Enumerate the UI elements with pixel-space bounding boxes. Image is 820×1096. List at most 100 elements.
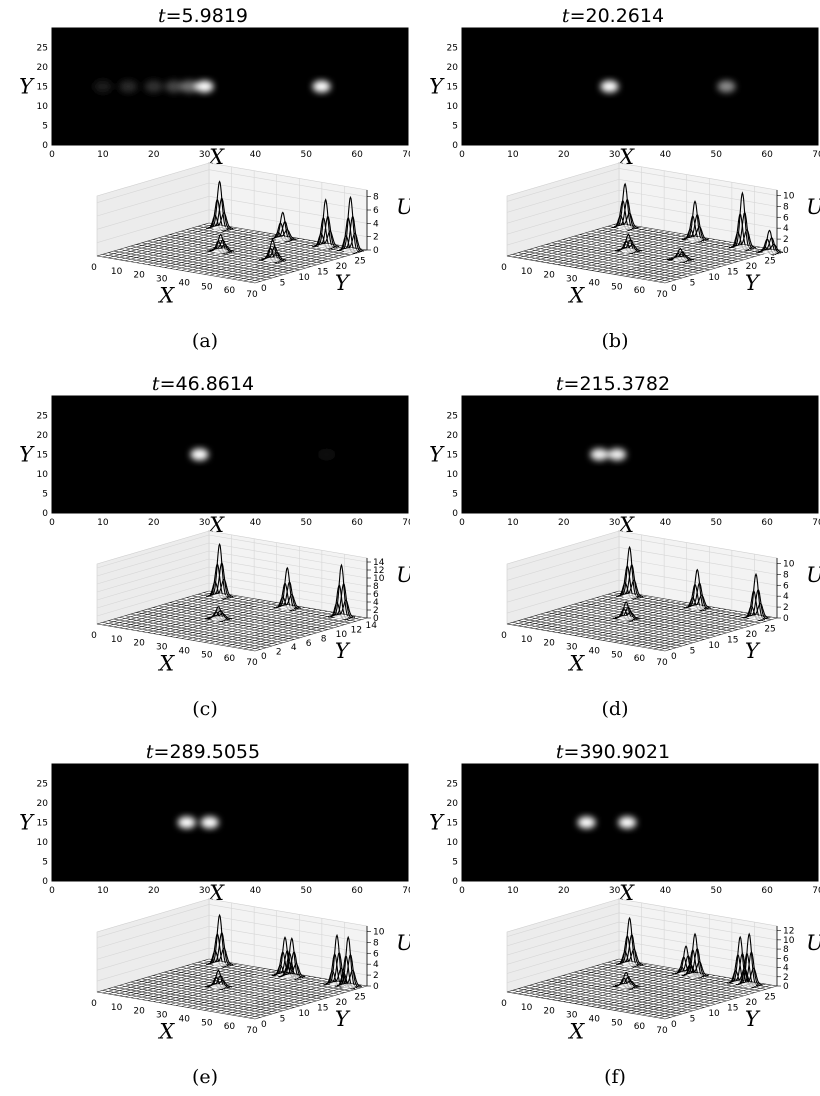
surface-y-tick-label: 12 — [351, 626, 362, 636]
surface-x-tick-label: 60 — [224, 1022, 236, 1032]
peak-base — [688, 236, 703, 242]
pane-gridline — [618, 179, 778, 207]
heatmap-background — [462, 28, 818, 145]
x-tick-label: 70 — [812, 886, 820, 896]
wire-line — [614, 609, 727, 643]
wire-line — [96, 958, 210, 993]
surface-peaks — [204, 542, 356, 623]
x-tick-label: 50 — [301, 886, 313, 896]
wire-line — [512, 223, 625, 258]
surface-z-tick-label: 10 — [373, 574, 385, 584]
surface-plot — [506, 530, 778, 652]
wire-line — [237, 982, 351, 1017]
surface-z-tick-label: 2 — [373, 971, 379, 981]
wire-line — [523, 225, 637, 260]
pane-gridline — [618, 200, 778, 229]
wire-line — [614, 977, 727, 1011]
surface-x-tick-label: 70 — [656, 1026, 668, 1036]
x-tick-label: 20 — [148, 518, 160, 528]
wire-line — [119, 226, 232, 261]
wire-line — [243, 615, 356, 650]
wire-line — [625, 610, 738, 645]
wire-line — [221, 979, 334, 1014]
peak-base — [280, 605, 295, 611]
x-tick-label: 10 — [97, 518, 109, 528]
wire-line — [254, 985, 368, 1020]
surface-y-tick-label: 20 — [746, 262, 758, 272]
wire-line — [175, 604, 289, 638]
pane-gridline — [96, 947, 210, 982]
heatmap-blob — [312, 80, 331, 93]
surface-z-tick-label: 6 — [373, 206, 379, 216]
surface-peaks — [204, 913, 362, 991]
wire-line — [529, 594, 642, 629]
surface-z-label: U — [806, 195, 820, 219]
surface-z-label: U — [806, 931, 820, 955]
surface-z-tick-label: 10 — [783, 936, 795, 946]
surface-y-tick-label: 10 — [708, 641, 720, 651]
title-value: 390.9021 — [579, 741, 670, 763]
surface-z-tick-label: 2 — [783, 235, 789, 245]
wire-line — [130, 596, 243, 631]
surface-x-tick-label: 0 — [501, 263, 507, 273]
surface-z-tick-label: 4 — [783, 592, 789, 602]
x-axis-label: X — [207, 513, 225, 537]
title-variable: t — [556, 741, 564, 763]
x-tick-label: 60 — [761, 886, 773, 896]
x-tick-label: 20 — [558, 150, 570, 160]
x-tick-label: 30 — [609, 518, 621, 528]
peak-base — [211, 616, 226, 622]
surface-x-tick-label: 70 — [656, 658, 668, 668]
x-tick-label: 50 — [711, 150, 723, 160]
panel-caption: (b) — [601, 330, 629, 352]
surface-wireframe — [96, 590, 368, 652]
peak-curve — [751, 602, 770, 619]
surface-x-tick-label: 20 — [543, 271, 555, 281]
pane-gridline — [96, 558, 210, 593]
wire-line — [125, 227, 238, 262]
x-axis-label: X — [207, 145, 225, 169]
peak-curve — [336, 599, 356, 618]
surface-y-tick-label: 0 — [671, 284, 677, 294]
surface-z-tick-label: 0 — [373, 614, 379, 624]
y-tick-label: 20 — [37, 431, 49, 441]
panel-caption: (f) — [604, 1066, 626, 1088]
panel-d-svg: t=215.37820102030405060700510152025XY010… — [429, 373, 820, 676]
wire-line — [591, 973, 704, 1007]
wire-line — [625, 978, 738, 1013]
wire-line — [209, 610, 322, 644]
surface-x-tick-label: 70 — [246, 290, 258, 300]
pane-gridline — [208, 550, 368, 579]
heatmap-blob — [577, 816, 596, 829]
surface-x-tick-label: 30 — [156, 643, 168, 653]
y-tick-label: 20 — [447, 431, 459, 441]
wire-line — [597, 974, 710, 1008]
peak-curve — [211, 975, 230, 989]
wire-line — [591, 605, 704, 639]
surface-z-tick-label: 0 — [783, 982, 789, 992]
surface-peaks — [612, 916, 763, 990]
wire-line — [580, 603, 693, 637]
wire-line — [512, 959, 625, 994]
panel-e-svg: t=289.50550102030405060700510152025XY010… — [19, 741, 410, 1044]
x-tick-label: 20 — [558, 518, 570, 528]
pane-gridline — [506, 949, 620, 984]
surface-x-tick-label: 50 — [201, 650, 213, 660]
y-tick-label: 25 — [447, 412, 458, 422]
panel-caption: (a) — [191, 330, 219, 352]
surface-z-tick-label: 6 — [783, 213, 789, 223]
surface-y-label: Y — [335, 271, 351, 295]
wire-line — [237, 246, 351, 281]
wire-line — [119, 962, 232, 997]
surface-z-tick-label: 8 — [373, 193, 379, 203]
wire-line — [518, 224, 631, 259]
peak-base — [762, 249, 777, 255]
surface-z-tick-label: 0 — [783, 614, 789, 624]
wire-line — [108, 592, 221, 627]
title-variable: t — [158, 5, 166, 27]
surface-y-tick-label: 25 — [354, 993, 365, 1003]
peak-curve — [621, 980, 640, 988]
surface-x-tick-label: 30 — [566, 275, 578, 285]
pane-gridline — [208, 904, 368, 932]
pane-gridline — [96, 209, 210, 243]
